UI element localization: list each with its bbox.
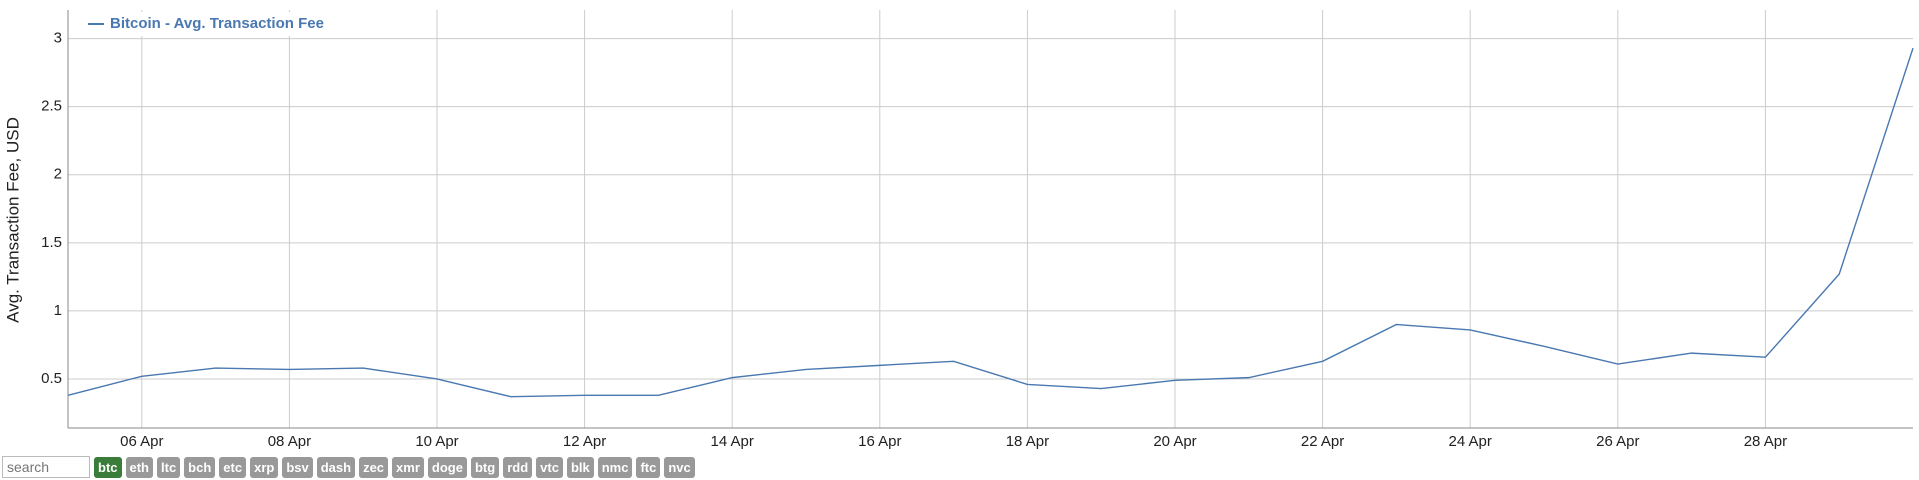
coin-tag[interactable]: xrp [250, 456, 279, 478]
coin-tag[interactable]: btg [470, 456, 500, 478]
data-line [67, 47, 1914, 398]
x-tick-label: 14 Apr [711, 433, 754, 450]
coin-tag[interactable]: ltc [157, 456, 181, 478]
coin-tag[interactable]: nmc [597, 456, 633, 478]
legend: Bitcoin - Avg. Transaction Fee [80, 12, 365, 36]
coin-tag[interactable]: btc [94, 456, 122, 478]
coin-tag[interactable]: etc [219, 456, 247, 478]
coin-tag[interactable]: dash [316, 456, 356, 478]
x-tick-label: 26 Apr [1596, 433, 1639, 450]
y-tick-label: 2 [54, 166, 62, 183]
x-tick-label: 06 Apr [120, 433, 163, 450]
x-tick-label: 18 Apr [1006, 433, 1049, 450]
coin-tag[interactable]: blk [566, 456, 594, 478]
x-tick-label: 16 Apr [858, 433, 901, 450]
coin-tag[interactable]: rdd [503, 456, 533, 478]
x-tick-label: 20 Apr [1153, 433, 1196, 450]
y-tick-label: 0.5 [41, 370, 62, 387]
coin-tag[interactable]: xmr [392, 456, 424, 478]
legend-label: Bitcoin - Avg. Transaction Fee [110, 15, 324, 32]
x-tick-label: 10 Apr [415, 433, 458, 450]
y-tick-label: 3 [54, 30, 62, 47]
y-tick-label: 1 [54, 302, 62, 319]
legend-bg [80, 12, 365, 36]
chart: Avg. Transaction Fee, USD 0.5 1 1.5 2 2.5 3 06… [3, 10, 1914, 450]
coin-tag[interactable]: vtc [536, 456, 563, 478]
x-tick-label: 12 Apr [563, 433, 606, 450]
y-axis-label: Avg. Transaction Fee, USD [3, 117, 22, 323]
search-input[interactable] [2, 456, 90, 478]
coin-tag[interactable]: zec [359, 456, 389, 478]
coin-tag[interactable]: doge [427, 456, 467, 478]
coin-tag[interactable]: bsv [282, 456, 313, 478]
toolbar: btcethltcbchetcxrpbsvdashzecxmrdogebtgrd… [2, 456, 695, 478]
x-tick-label: 28 Apr [1744, 433, 1787, 450]
coin-tag[interactable]: ftc [636, 456, 661, 478]
x-tick-label: 22 Apr [1301, 433, 1344, 450]
y-tick-label: 2.5 [41, 98, 62, 115]
x-tick-label: 08 Apr [268, 433, 311, 450]
coin-tag[interactable]: nvc [664, 456, 695, 478]
coin-tag[interactable]: eth [125, 456, 153, 478]
coin-tag[interactable]: bch [184, 456, 216, 478]
x-tick-label: 24 Apr [1449, 433, 1492, 450]
y-tick-label: 1.5 [41, 234, 62, 251]
